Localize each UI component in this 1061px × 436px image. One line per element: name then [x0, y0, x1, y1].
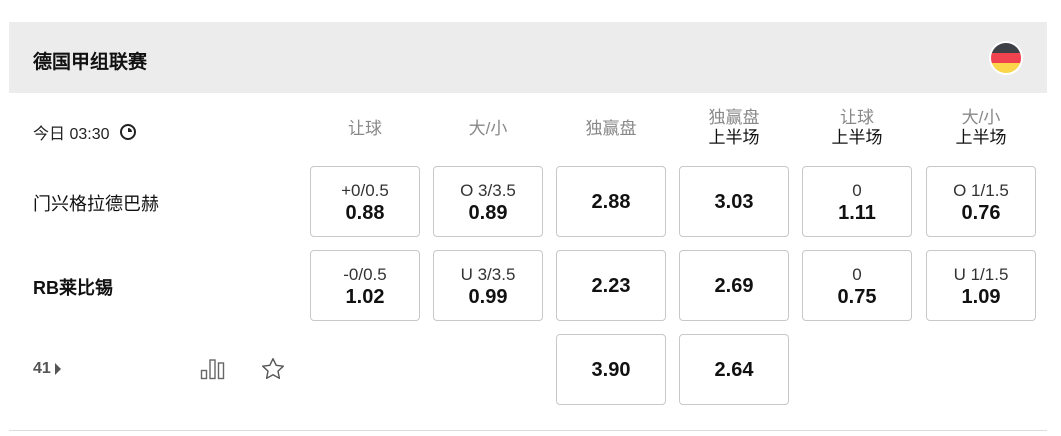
column-header-label: 独赢盘 — [708, 108, 760, 127]
odds-value: 2.69 — [714, 274, 754, 297]
odds-line: U 1/1.5 — [953, 264, 1009, 284]
team-name: RB莱比锡 — [33, 278, 113, 298]
column-header-label: 大/小 — [961, 108, 1001, 127]
odds-value: 1.11 — [838, 201, 876, 224]
more-markets-count: 41 — [33, 360, 51, 377]
column-header: 独赢盘 上半场 — [679, 108, 789, 148]
odds-button[interactable]: 2.69 — [679, 250, 789, 321]
odds-value: 3.03 — [714, 190, 754, 213]
odds-value: 1.02 — [345, 285, 385, 308]
live-clock-icon — [119, 124, 136, 140]
germany-flag-icon — [989, 41, 1023, 75]
odds-value: 0.75 — [837, 285, 877, 308]
odds-value: 0.89 — [468, 201, 508, 224]
more-markets-link[interactable]: 41 — [33, 360, 61, 378]
column-header-sublabel: 上半场 — [708, 128, 760, 147]
odds-button[interactable]: O 3/3.5 0.89 — [433, 166, 543, 237]
odds-button[interactable]: 2.88 — [556, 166, 666, 237]
odds-value: 0.76 — [961, 201, 1001, 224]
column-header-label: 大/小 — [468, 119, 508, 138]
odds-button[interactable]: +0/0.5 0.88 — [310, 166, 420, 237]
odds-line: -0/0.5 — [343, 264, 387, 284]
odds-button[interactable]: U 1/1.5 1.09 — [926, 250, 1036, 321]
odds-line: +0/0.5 — [341, 180, 389, 200]
odds-value: 2.23 — [591, 274, 631, 297]
odds-value: 2.88 — [591, 190, 631, 213]
divider — [9, 430, 1047, 431]
odds-button[interactable]: 3.03 — [679, 166, 789, 237]
odds-line: 0 — [852, 180, 862, 200]
odds-line: U 3/3.5 — [460, 264, 516, 284]
odds-button[interactable]: O 1/1.5 0.76 — [926, 166, 1036, 237]
odds-line: O 3/3.5 — [460, 180, 516, 200]
caret-right-icon — [54, 363, 61, 375]
odds-button[interactable]: 2.23 — [556, 250, 666, 321]
odds-button[interactable]: -0/0.5 1.02 — [310, 250, 420, 321]
odds-button[interactable]: 0 0.75 — [802, 250, 912, 321]
odds-value: 0.99 — [468, 285, 508, 308]
odds-line: 0 — [852, 264, 862, 284]
league-header: 德国甲组联赛 — [9, 22, 1047, 93]
odds-button[interactable]: U 3/3.5 0.99 — [433, 250, 543, 321]
column-header-label: 让球 — [840, 108, 874, 127]
match-time-text: 今日 03:30 — [33, 126, 110, 143]
team-name: 门兴格拉德巴赫 — [33, 194, 159, 214]
odds-button[interactable]: 0 1.11 — [802, 166, 912, 237]
draw-odds-button[interactable]: 3.90 — [556, 334, 666, 405]
odds-value: 2.64 — [714, 358, 754, 381]
column-header: 大/小 上半场 — [926, 108, 1036, 148]
column-header-sublabel: 上半场 — [955, 128, 1007, 147]
draw-odds-button[interactable]: 2.64 — [679, 334, 789, 405]
match-time: 今日 03:30 — [33, 120, 136, 144]
odds-value: 0.88 — [345, 201, 385, 224]
odds-value: 3.90 — [591, 358, 631, 381]
column-header: 独赢盘 — [556, 119, 666, 139]
column-header-label: 独赢盘 — [585, 119, 637, 138]
column-header-sublabel: 上半场 — [831, 128, 883, 147]
stats-icon[interactable] — [200, 358, 226, 385]
column-header: 大/小 — [433, 119, 543, 139]
odds-value: 1.09 — [961, 285, 1001, 308]
favorite-star-icon[interactable] — [260, 356, 286, 387]
column-header-label: 让球 — [348, 119, 382, 138]
league-title: 德国甲组联赛 — [33, 52, 148, 73]
column-header: 让球 — [310, 119, 420, 139]
odds-line: O 1/1.5 — [953, 180, 1009, 200]
column-header: 让球 上半场 — [802, 108, 912, 148]
